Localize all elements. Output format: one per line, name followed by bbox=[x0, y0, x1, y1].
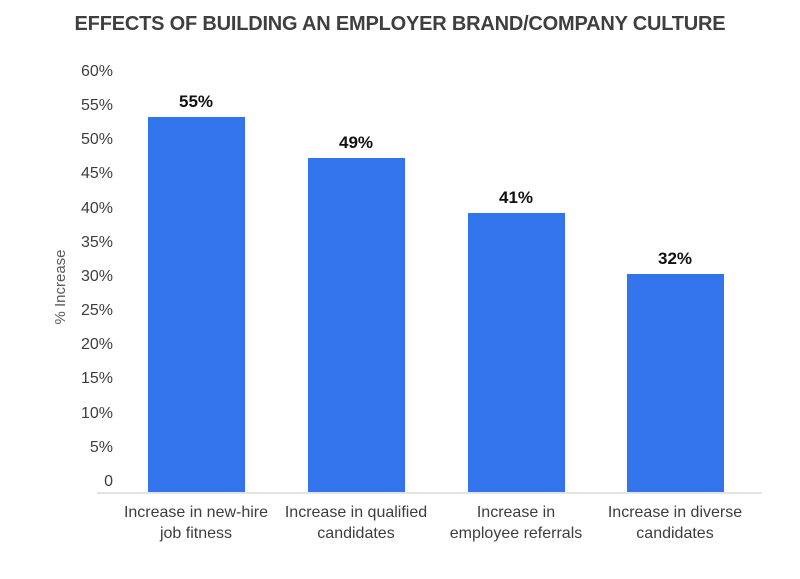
y-tick-label: 10% bbox=[80, 404, 113, 422]
y-tick-label: 30% bbox=[80, 267, 113, 285]
bar-value-label: 32% bbox=[657, 249, 693, 269]
x-tick-label: Increase in diverse candidates bbox=[607, 504, 743, 542]
bar bbox=[626, 274, 724, 493]
bar bbox=[467, 212, 565, 493]
x-tick-label: Increase in employee referrals bbox=[449, 504, 583, 542]
bar-value-label: 55% bbox=[178, 91, 214, 111]
y-tick-label: 60% bbox=[80, 62, 113, 80]
y-tick-label: 35% bbox=[80, 233, 113, 251]
bar-value-label: 49% bbox=[338, 133, 374, 153]
y-tick-label: 40% bbox=[80, 199, 113, 217]
y-tick-label: 5% bbox=[89, 438, 113, 456]
y-tick-label: 25% bbox=[80, 302, 113, 320]
bar bbox=[147, 116, 245, 493]
x-axis-line bbox=[97, 492, 762, 494]
chart-title: EFFECTS OF BUILDING AN EMPLOYER BRAND/CO… bbox=[74, 13, 726, 35]
y-tick-label: 45% bbox=[80, 165, 113, 183]
y-tick-label: 50% bbox=[80, 131, 113, 149]
y-tick-label: 0 bbox=[104, 473, 113, 490]
x-tick-label: Increase in qualified candidates bbox=[284, 504, 428, 542]
bar bbox=[307, 158, 405, 493]
y-tick-label: 15% bbox=[80, 370, 113, 388]
bar-value-label: 41% bbox=[498, 187, 534, 207]
y-tick-label: 55% bbox=[80, 96, 113, 114]
x-tick-label: Increase in new-hire job fitness bbox=[123, 504, 269, 542]
y-tick-label: 20% bbox=[80, 336, 113, 354]
